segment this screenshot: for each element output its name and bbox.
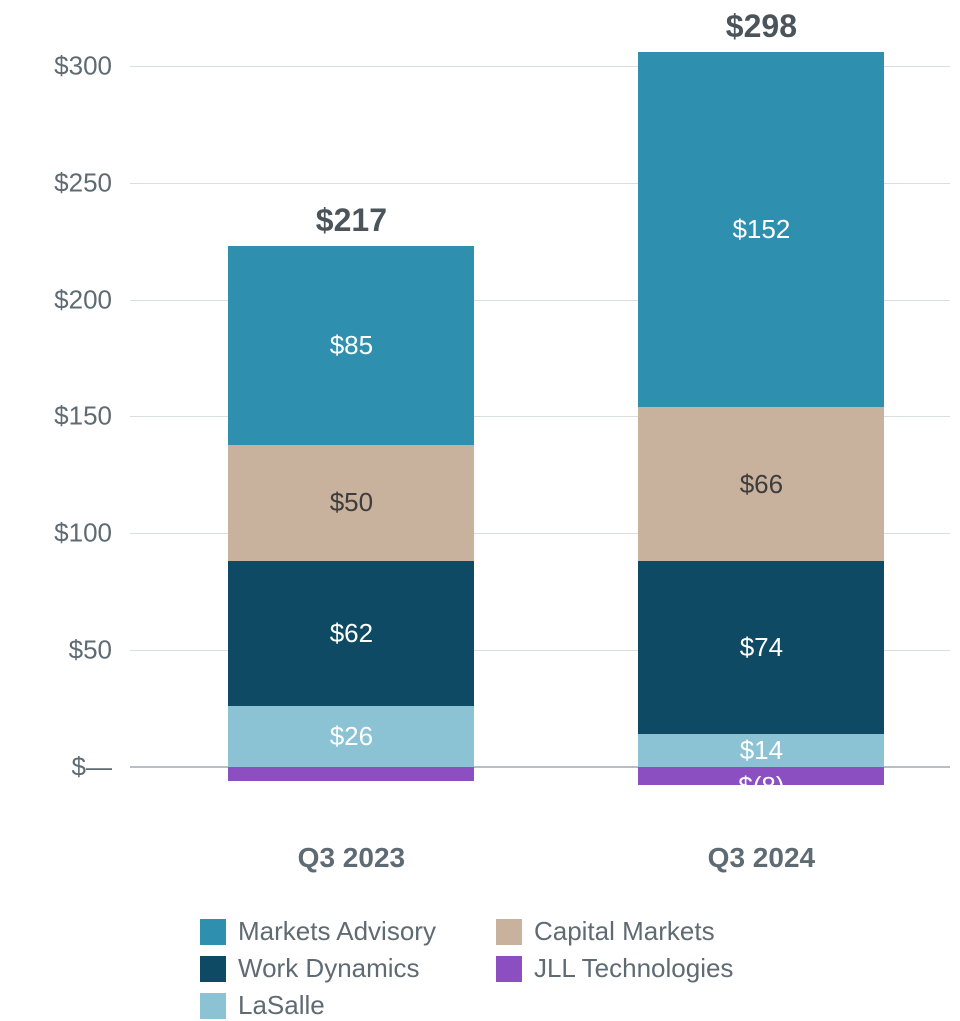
- y-tick-label: $50: [69, 634, 130, 665]
- legend-swatch: [496, 919, 522, 945]
- legend-label: Markets Advisory: [238, 916, 436, 947]
- legend-swatch: [200, 993, 226, 1019]
- segment-lasalle: [228, 706, 474, 767]
- legend-item-markets_advisory: Markets Advisory: [200, 916, 436, 947]
- legend-label: LaSalle: [238, 990, 325, 1021]
- bar-2: $14$74$66$152$(8)$298: [638, 50, 884, 790]
- segment-work_dynamics: [638, 561, 884, 734]
- legend-label: Work Dynamics: [238, 953, 420, 984]
- segment-capital_markets: [228, 445, 474, 562]
- legend-item-work_dynamics: Work Dynamics: [200, 953, 436, 984]
- segment-capital_markets: [638, 407, 884, 561]
- y-tick-label: $150: [54, 401, 130, 432]
- y-tick-label: $—: [72, 751, 130, 782]
- bar-total-label: $217: [228, 202, 474, 239]
- segment-work_dynamics: [228, 561, 474, 706]
- y-tick-label: $250: [54, 168, 130, 199]
- x-tick-label: Q3 2023: [298, 842, 405, 874]
- y-tick-label: $100: [54, 518, 130, 549]
- legend-item-lasalle: LaSalle: [200, 990, 436, 1021]
- legend-label: Capital Markets: [534, 916, 715, 947]
- bar-total-label: $298: [638, 8, 884, 45]
- segment-jll_technologies: [638, 767, 884, 786]
- y-tick-label: $300: [54, 51, 130, 82]
- legend-swatch: [200, 956, 226, 982]
- legend: Markets Advisory Capital Markets Work Dyna…: [200, 916, 733, 1021]
- bar-1: $26$62$50$85$217: [228, 50, 474, 790]
- legend-item-capital_markets: Capital Markets: [496, 916, 733, 947]
- segment-markets_advisory: [638, 52, 884, 407]
- plot-area: $—$50$100$150$200$250$300$26$62$50$85$21…: [130, 50, 950, 790]
- legend-item-jll_technologies: JLL Technologies: [496, 953, 733, 984]
- x-tick-label: Q3 2024: [708, 842, 815, 874]
- segment-jll_technologies: [228, 767, 474, 781]
- segment-markets_advisory: [228, 246, 474, 444]
- legend-swatch: [200, 919, 226, 945]
- legend-swatch: [496, 956, 522, 982]
- y-tick-label: $200: [54, 284, 130, 315]
- stacked-bar-chart: $— $50 $100 $150 $200 $250 $300 $26$62$50$85$21…: [0, 0, 960, 1016]
- segment-lasalle: [638, 734, 884, 767]
- legend-label: JLL Technologies: [534, 953, 733, 984]
